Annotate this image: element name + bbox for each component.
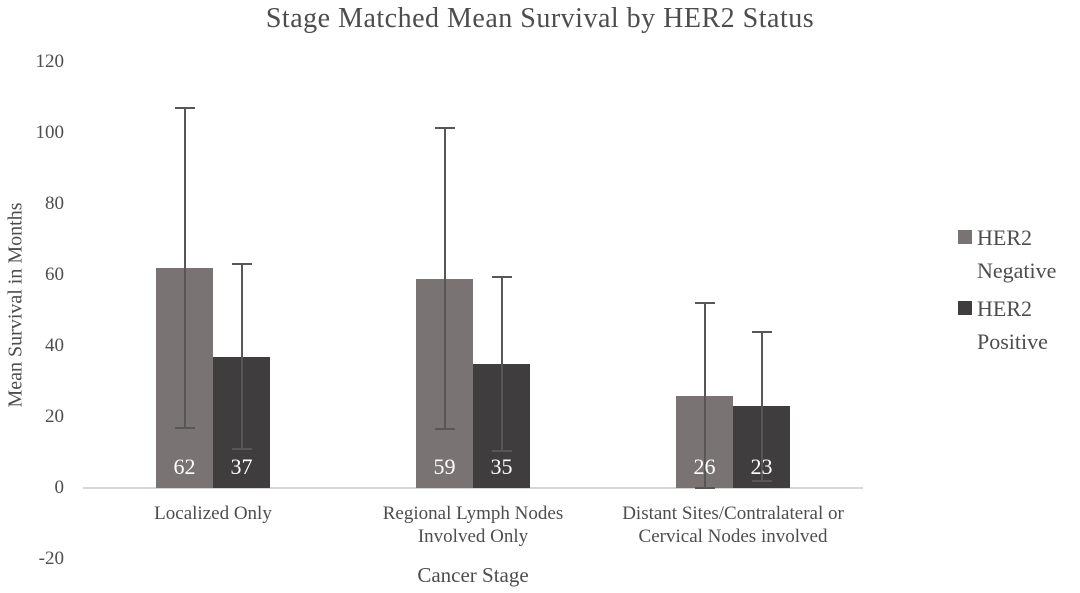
legend: HER2 Negative HER2 Positive xyxy=(958,221,1056,358)
error-bar-cap-top xyxy=(694,302,715,305)
y-tick-label: 100 xyxy=(35,122,65,143)
chart-title: Stage Matched Mean Survival by HER2 Stat… xyxy=(265,3,815,34)
error-bar-line xyxy=(703,303,706,488)
y-tick-label: 60 xyxy=(45,264,64,285)
error-bar-cap-bottom xyxy=(751,479,772,482)
error-bar-cap-bottom xyxy=(694,487,715,489)
data-label: 62 xyxy=(173,454,196,479)
category-label: Localized Only xyxy=(154,503,272,524)
category-label: Regional Lymph Nodes Involved Only xyxy=(382,503,564,547)
legend-swatch-icon xyxy=(958,301,972,315)
category-label: Distant Sites/Contralateral or Cervical … xyxy=(622,503,844,547)
legend-item: HER2 Positive xyxy=(958,292,1056,358)
y-tick-label: 0 xyxy=(54,477,65,498)
error-bar-cap-top xyxy=(491,275,512,278)
error-bar-cap-bottom xyxy=(434,428,455,431)
error-bar-line xyxy=(240,264,243,449)
error-bar-line xyxy=(500,276,503,451)
data-label: 37 xyxy=(230,454,253,479)
y-tick-label: 120 xyxy=(35,51,65,72)
error-bar-cap-top xyxy=(434,126,455,129)
y-tick-label: 20 xyxy=(45,406,64,427)
y-tick-label: 40 xyxy=(45,335,64,356)
legend-label: HER2 Negative xyxy=(977,225,1057,283)
x-axis-title: Cancer Stage xyxy=(417,563,529,587)
y-tick-label: -20 xyxy=(38,548,64,569)
error-bar-cap-top xyxy=(231,263,252,266)
error-bar-cap-bottom xyxy=(491,449,512,452)
error-bar-cap-bottom xyxy=(174,426,195,429)
legend-label: HER2 Positive xyxy=(977,296,1048,354)
x-axis-line xyxy=(83,487,863,489)
error-bar-cap-top xyxy=(751,330,772,333)
error-bar-cap-bottom xyxy=(231,447,252,450)
data-label: 26 xyxy=(693,454,716,479)
error-bar-cap-top xyxy=(174,107,195,110)
error-bar-line xyxy=(760,331,763,481)
y-axis-title: Mean Survival in Months xyxy=(4,202,27,408)
legend-swatch-icon xyxy=(958,230,972,244)
error-bar-line xyxy=(443,127,446,430)
data-label: 35 xyxy=(490,454,513,479)
data-label: 23 xyxy=(750,454,773,479)
y-tick-label: 80 xyxy=(45,193,64,214)
data-label: 59 xyxy=(433,454,456,479)
legend-item: HER2 Negative xyxy=(958,221,1056,287)
error-bar-line xyxy=(183,108,186,428)
